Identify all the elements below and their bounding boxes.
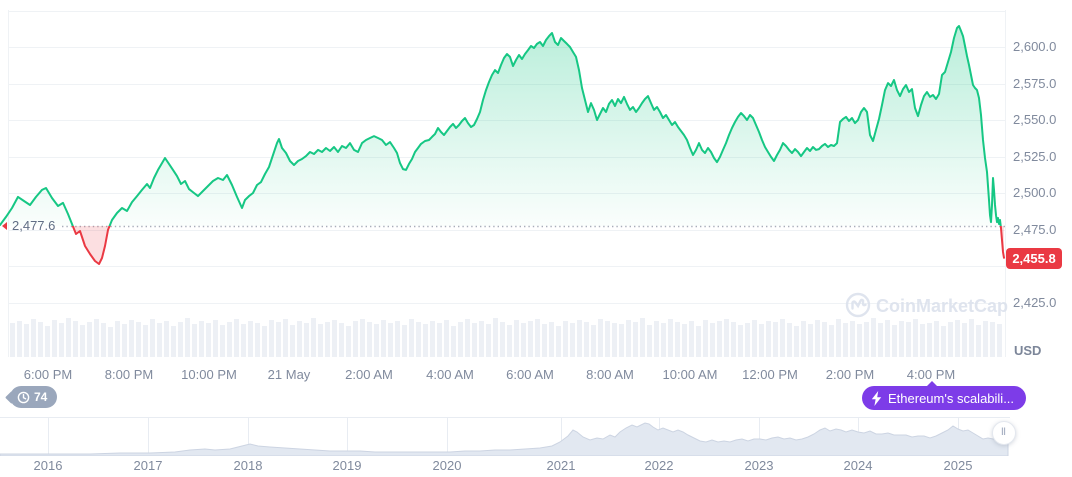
watermark-text: CoinMarketCap [876,296,1008,316]
x-axis-tick: 10:00 AM [662,367,718,382]
navigator-year-label: 2018 [233,458,263,473]
navigator-year-label: 2019 [332,458,362,473]
main-chart-canvas[interactable] [0,0,1072,412]
y-axis: 2,600.0 2,575.0 2,550.0 2,525.0 2,500.0 2,475… [1013,0,1072,360]
drag-handle-icon: ‖ [1001,427,1007,438]
y-axis-tick: 2,475.0 [1013,221,1057,237]
x-axis-tick: 8:00 PM [104,367,154,382]
x-axis-tick: 8:00 AM [586,367,634,382]
navigator-year-label: 2017 [133,458,163,473]
volume-bars [10,318,1002,357]
x-axis-tick: 2:00 AM [345,367,393,382]
navigator-year-label: 2025 [943,458,973,473]
price-line-up [0,25,1002,226]
y-axis-tick: 2,550.0 [1013,112,1057,128]
x-axis-tick: 2:00 PM [825,367,875,382]
timeline-navigator[interactable] [0,417,1010,456]
navigator-area [0,422,1009,456]
views-count: 74 [34,390,48,404]
x-axis-tick: 21 May [267,367,311,382]
navigator-year-label: 2022 [644,458,674,473]
y-axis-tick: 2,425.0 [1013,294,1057,310]
lightning-icon [871,390,882,406]
coinmarketcap-logo-icon [845,292,871,318]
announcement-label: Ethereum's scalabili... [888,390,1015,406]
baseline-price-label: 2,477.6 [12,218,56,233]
announcement-badge[interactable]: Ethereum's scalabili... [862,381,1027,410]
navigator-drag-handle[interactable]: ‖ [992,421,1016,445]
y-axis-tick: 2,525.0 [1013,148,1057,164]
price-area-up [0,26,1004,226]
navigator-year-label: 2021 [546,458,576,473]
navigator-year-label: 2016 [33,458,63,473]
open-price-marker-icon [2,222,7,230]
y-axis-tick: 2,500.0 [1013,185,1057,201]
y-axis-tick: 2,600.0 [1013,39,1057,55]
y-axis-tick: 2,575.0 [1013,75,1057,91]
coinmarketcap-watermark: CoinMarketCap [845,292,1008,318]
x-axis-tick: 6:00 AM [506,367,554,382]
x-axis-tick: 12:00 PM [742,367,798,382]
navigator-year-label: 2020 [432,458,462,473]
x-axis-tick: 4:00 PM [906,367,956,382]
usd-unit-label: USD [1014,343,1042,358]
x-axis-tick: 6:00 PM [23,367,73,382]
navigator-year-label: 2024 [843,458,873,473]
navigator-year-label: 2023 [744,458,774,473]
views-badge[interactable]: 74 [10,386,58,408]
clock-icon [17,391,30,403]
x-axis-tick: 10:00 PM [181,367,237,382]
x-axis-tick: 4:00 AM [426,367,474,382]
last-price-badge: 2,455.8 [1006,248,1062,269]
